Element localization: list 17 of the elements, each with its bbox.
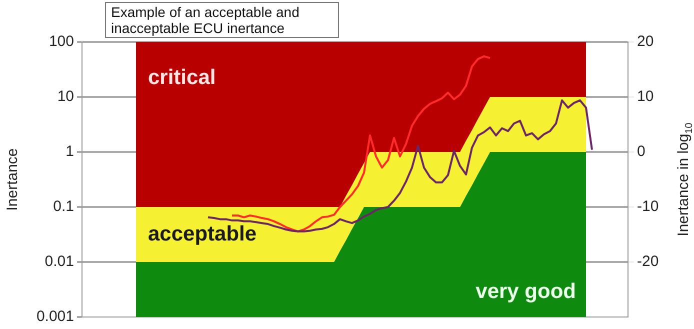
series-label: acceptable: [148, 222, 257, 246]
y-tick-label: 0.001: [36, 308, 74, 326]
y-axis-title: Inertance: [4, 148, 22, 211]
y2-tick-label: 0: [637, 143, 646, 160]
y2-axis-title: Inertance in log10: [675, 122, 694, 236]
y2-tick-label: 10: [637, 88, 654, 106]
y2-tick-label: -10: [637, 198, 659, 216]
y-tick-label: 100: [48, 33, 74, 50]
series-label: critical: [148, 66, 216, 90]
series-label: very good: [476, 280, 576, 304]
y-tick-label: 1: [66, 143, 74, 160]
y2-tick-label: 20: [637, 33, 654, 50]
y2-tick-label: -20: [637, 253, 659, 270]
note-box: Example of an acceptable and inacceptable ECU inertance: [105, 2, 339, 38]
y-tick-label: 0.01: [44, 253, 74, 270]
y-tick-label: 10: [57, 88, 74, 106]
y-tick-label: 0.1: [53, 198, 74, 216]
